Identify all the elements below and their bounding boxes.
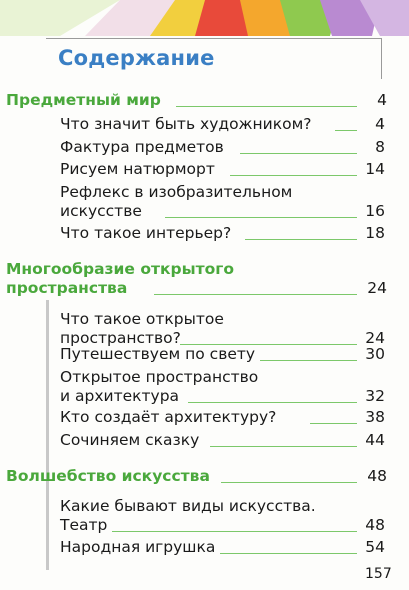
- toc-text: и архитектура: [60, 387, 180, 405]
- toc-text: Что такое открытое: [60, 310, 224, 328]
- toc-text: Что такое интерьер?: [60, 224, 232, 242]
- toc-page: 16: [365, 202, 385, 220]
- toc-item: Сочиняем сказку 44: [60, 431, 385, 450]
- toc-page: 8: [375, 138, 385, 156]
- toc-page: 24: [365, 329, 385, 347]
- leader-line: [165, 217, 357, 218]
- toc-text: Что значит быть художником?: [60, 115, 312, 133]
- toc-section: Предметный мир 4: [6, 91, 387, 110]
- toc-text: искусстве: [60, 202, 142, 220]
- toc-item: Кто создаёт архитектуру? 38: [60, 408, 385, 427]
- toc-page: 44: [365, 431, 385, 449]
- toc-item: Рефлекс в изобразительном искусстве 16: [60, 183, 385, 221]
- toc-item: Открытое пространство и архитектура 32: [60, 368, 385, 406]
- toc-section: Волшебство искусства 48: [6, 467, 387, 486]
- toc-text: Многообразие открытого: [6, 260, 234, 278]
- toc-page: 38: [365, 408, 385, 426]
- leader-line: [240, 153, 357, 154]
- toc-text: Кто создаёт архитектуру?: [60, 408, 277, 426]
- toc-text: Предметный мир: [6, 91, 161, 109]
- toc-page: 18: [365, 224, 385, 242]
- toc-page: 32: [365, 387, 385, 405]
- leader-line: [220, 553, 357, 554]
- leader-line: [176, 106, 357, 107]
- leader-line: [260, 360, 357, 361]
- toc-section: Многообразие открытого пространства 24: [6, 260, 387, 298]
- toc-page: 4: [375, 115, 385, 133]
- leader-line: [112, 531, 357, 532]
- toc-text: Фактура предметов: [60, 138, 224, 156]
- leader-line: [310, 423, 357, 424]
- leader-line: [210, 446, 357, 447]
- leader-line: [230, 175, 357, 176]
- toc-text: пространства: [6, 279, 128, 297]
- toc-text: Рисуем натюрморт: [60, 160, 215, 178]
- toc-item: Что такое интерьер? 18: [60, 224, 385, 243]
- leader-line: [221, 482, 357, 483]
- toc-page: 14: [365, 160, 385, 178]
- page-title: Содержание: [58, 46, 215, 70]
- toc-text: Рефлекс в изобразительном: [60, 183, 293, 201]
- toc-text: Какие бывают виды искусства.: [60, 497, 316, 515]
- toc-page: 4: [377, 91, 387, 109]
- leader-line: [245, 239, 357, 240]
- toc-text: Народная игрушка: [60, 538, 216, 556]
- toc-page: 24: [367, 279, 387, 297]
- toc-page: 30: [365, 345, 385, 363]
- leader-line: [188, 402, 357, 403]
- toc-text: Открытое пространство: [60, 368, 259, 386]
- leader-line: [180, 344, 357, 345]
- toc-item: Какие бывают виды искусства. Театр 48: [60, 497, 385, 535]
- leader-line: [154, 294, 357, 295]
- toc-item: Что значит быть художником? 4: [60, 115, 385, 134]
- toc-text: Театр: [60, 516, 108, 534]
- title-frame: [46, 38, 382, 79]
- toc-item: Рисуем натюрморт 14: [60, 160, 385, 179]
- toc-page: 48: [367, 467, 387, 485]
- toc-page: 48: [365, 516, 385, 534]
- toc-text: Сочиняем сказку: [60, 431, 200, 449]
- toc-item: Фактура предметов 8: [60, 138, 385, 157]
- toc-page: 54: [365, 538, 385, 556]
- toc-text: пространство?: [60, 329, 181, 347]
- decorative-banner: [0, 0, 409, 36]
- toc-item: Народная игрушка 54: [60, 538, 385, 557]
- toc-text: Волшебство искусства: [6, 467, 210, 485]
- page-number: 157: [365, 566, 392, 582]
- side-bar: [46, 300, 49, 570]
- leader-line: [335, 130, 357, 131]
- toc-item: Путешествуем по свету 30: [60, 345, 385, 364]
- toc-item: Что такое открытое пространство? 24: [60, 310, 385, 348]
- toc-text: Путешествуем по свету: [60, 345, 256, 363]
